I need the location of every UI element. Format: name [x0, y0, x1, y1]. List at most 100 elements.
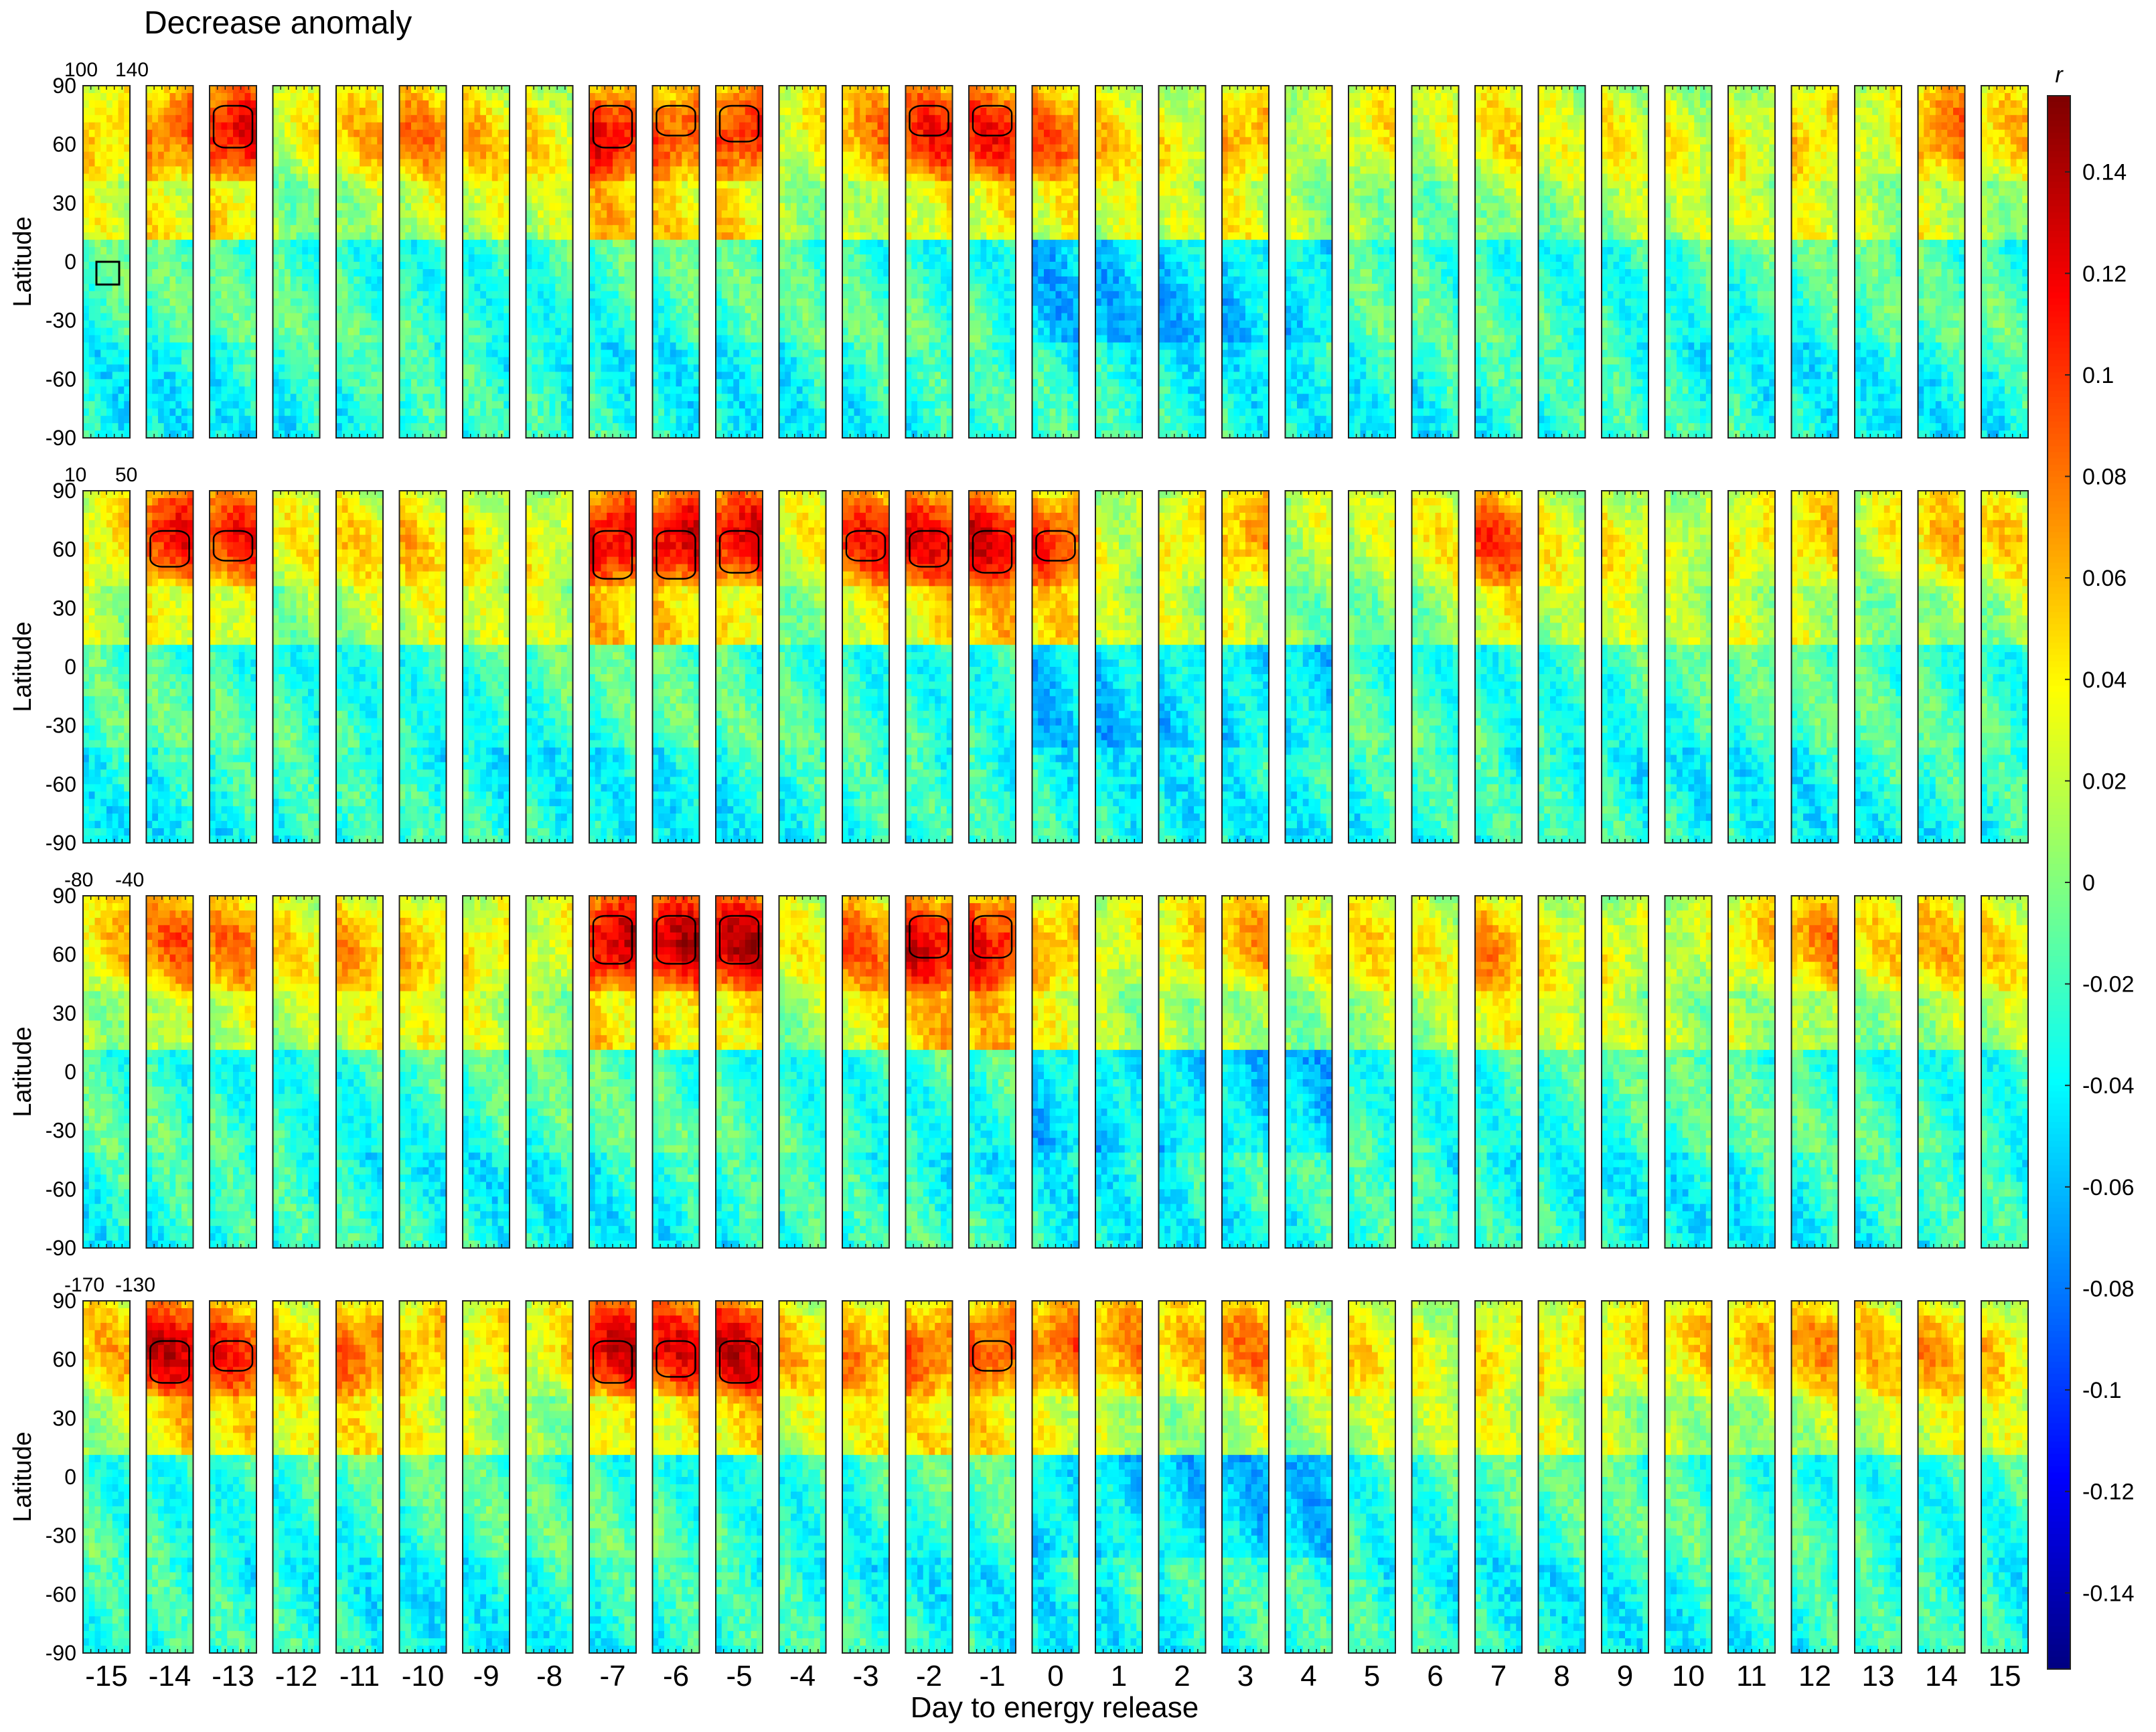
heatmap-cell — [170, 416, 176, 424]
heatmap-cell — [112, 174, 119, 182]
heatmap-cell — [83, 328, 89, 336]
heatmap-cell — [164, 123, 170, 131]
heatmap-cell — [170, 277, 176, 285]
heatmap-cell — [89, 379, 95, 387]
heatmap-cell — [95, 386, 101, 394]
heatmap-cell — [152, 372, 158, 380]
heatmap-cell — [222, 137, 228, 145]
heatmap-cell — [119, 108, 125, 116]
heatmap-cell — [158, 210, 164, 218]
heatmap-cell — [210, 93, 216, 101]
heatmap-cell — [112, 137, 119, 145]
heatmap-cell — [100, 247, 106, 255]
heatmap-cell — [147, 394, 153, 402]
heatmap-cell — [112, 394, 119, 402]
heatmap-cell — [119, 430, 125, 439]
heatmap-cell — [170, 364, 176, 372]
heatmap-cell — [152, 203, 158, 211]
heatmap-cell — [100, 423, 106, 431]
heatmap-cell — [147, 408, 153, 416]
heatmap-cell — [175, 181, 181, 189]
heatmap-cell — [210, 188, 216, 196]
heatmap-cell — [175, 313, 181, 321]
heatmap-cell — [89, 195, 95, 204]
heatmap-cell — [216, 130, 222, 138]
heatmap-cell — [175, 100, 181, 108]
heatmap-cell — [152, 394, 158, 402]
heatmap-cell — [233, 181, 239, 189]
heatmap-cell — [181, 430, 187, 439]
heatmap-cell — [175, 145, 181, 153]
heatmap-cell — [83, 350, 89, 358]
heatmap-cell — [106, 364, 112, 372]
heatmap-cell — [175, 137, 181, 145]
heatmap-cell — [100, 232, 106, 240]
heatmap-cell — [119, 123, 125, 131]
heatmap-cell — [89, 240, 95, 248]
heatmap-cell — [158, 188, 164, 196]
heatmap-cell — [106, 386, 112, 394]
heatmap-cell — [152, 123, 158, 131]
heatmap-cell — [158, 130, 164, 138]
heatmap-cell — [170, 299, 176, 307]
heatmap-cell — [112, 328, 119, 336]
heatmap-cell — [83, 93, 89, 101]
heatmap-cell — [106, 240, 112, 248]
heatmap-cell — [89, 159, 95, 167]
heatmap-cell — [164, 108, 170, 116]
heatmap-cell — [147, 401, 153, 409]
heatmap-cell — [210, 123, 216, 131]
heatmap-cell — [164, 335, 170, 343]
heatmap-cell — [152, 379, 158, 387]
heatmap-cell — [181, 137, 187, 145]
heatmap-cell — [164, 306, 170, 314]
heatmap-cell — [222, 123, 228, 131]
heatmap-cell — [216, 181, 222, 189]
heatmap-cell — [89, 232, 95, 240]
heatmap-cell — [83, 108, 89, 116]
heatmap-cell — [147, 262, 153, 270]
heatmap-cell — [164, 115, 170, 123]
heatmap-cell — [106, 225, 112, 233]
heatmap-cell — [106, 108, 112, 116]
heatmap-cell — [100, 299, 106, 307]
heatmap-cell — [164, 262, 170, 270]
heatmap-cell — [175, 299, 181, 307]
heatmap-cell — [112, 232, 119, 240]
heatmap-cell — [106, 343, 112, 351]
heatmap-cell — [158, 416, 164, 424]
heatmap-cell — [158, 328, 164, 336]
heatmap-cell — [119, 195, 125, 204]
heatmap-cell — [158, 321, 164, 329]
heatmap-cell — [83, 313, 89, 321]
heatmap-cell — [181, 313, 187, 321]
heatmap-cell — [181, 195, 187, 204]
heatmap-cell — [83, 247, 89, 255]
heatmap-cell — [100, 203, 106, 211]
heatmap-cell — [170, 379, 176, 387]
heatmap-cell — [89, 145, 95, 153]
heatmap-cell — [119, 321, 125, 329]
heatmap-cell — [100, 306, 106, 314]
heatmap-cell — [175, 203, 181, 211]
heatmap-cell — [112, 416, 119, 424]
heatmap-cell — [170, 167, 176, 175]
heatmap-cell — [119, 291, 125, 299]
heatmap-cell — [175, 328, 181, 336]
heatmap-cell — [152, 195, 158, 204]
heatmap-cell — [83, 159, 89, 167]
heatmap-cell — [83, 306, 89, 314]
heatmap-cell — [175, 174, 181, 182]
heatmap-cell — [158, 218, 164, 226]
heatmap-cell — [147, 306, 153, 314]
lat-tick-label: -90 — [46, 426, 76, 450]
heatmap-cell — [147, 145, 153, 153]
heatmap-cell — [100, 195, 106, 204]
heatmap-cell — [152, 269, 158, 277]
heatmap-cell — [83, 262, 89, 270]
heatmap-cell — [83, 254, 89, 262]
heatmap-cell — [106, 335, 112, 343]
heatmap-cell — [152, 284, 158, 292]
heatmap-cell — [147, 167, 153, 175]
heatmap-cell — [147, 335, 153, 343]
